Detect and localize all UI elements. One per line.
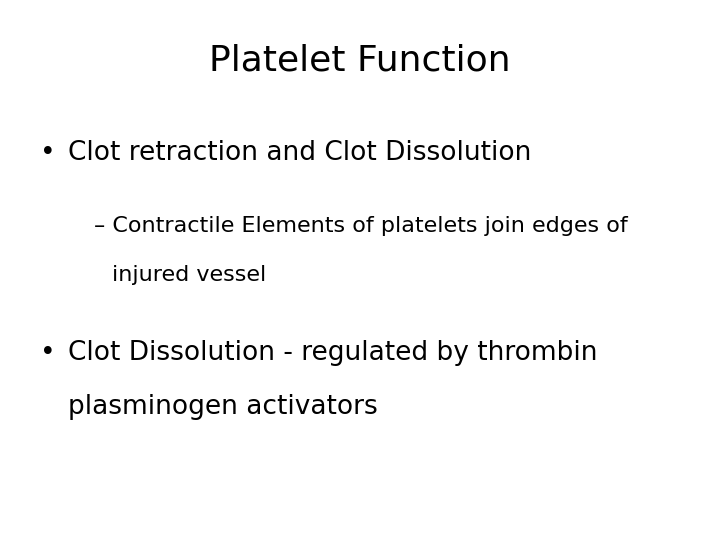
Text: Platelet Function: Platelet Function	[210, 43, 510, 77]
Text: •: •	[40, 340, 55, 366]
Text: plasminogen activators: plasminogen activators	[68, 394, 378, 420]
Text: Clot retraction and Clot Dissolution: Clot retraction and Clot Dissolution	[68, 140, 532, 166]
Text: – Contractile Elements of platelets join edges of: – Contractile Elements of platelets join…	[94, 216, 627, 236]
Text: •: •	[40, 140, 55, 166]
Text: injured vessel: injured vessel	[112, 265, 266, 285]
Text: Clot Dissolution - regulated by thrombin: Clot Dissolution - regulated by thrombin	[68, 340, 598, 366]
